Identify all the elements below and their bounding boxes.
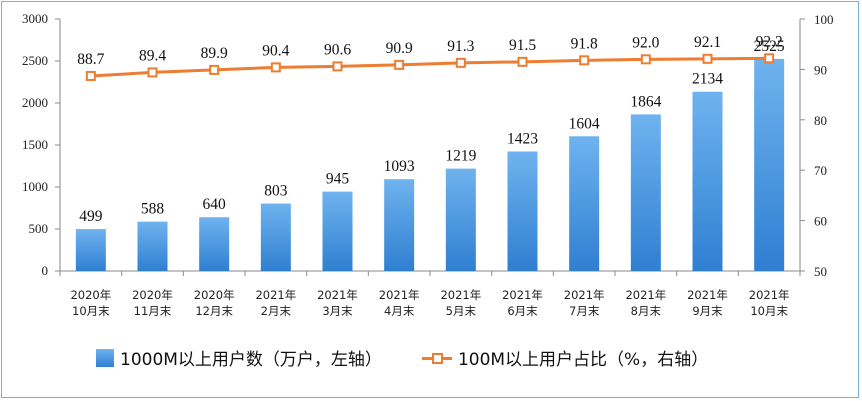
bar [322, 191, 353, 271]
legend-bar-swatch [96, 348, 114, 367]
right-tick-label: 60 [814, 214, 827, 229]
bar-data-label: 1604 [569, 115, 600, 132]
bar [692, 91, 723, 271]
x-tick-label: 10月末 [750, 304, 788, 318]
x-tick-label: 7月末 [569, 304, 600, 318]
legend-line-swatch [421, 349, 452, 367]
x-tick-label: 2021年 [502, 288, 543, 302]
x-tick-label: 2020年 [70, 288, 111, 302]
line-data-label: 92.2 [756, 33, 783, 50]
line-data-label: 92.0 [632, 34, 659, 51]
right-tick-label: 100 [814, 12, 834, 27]
bar-data-label: 588 [141, 201, 165, 218]
bar [75, 229, 106, 271]
line-data-label: 88.7 [77, 51, 104, 68]
line-point [702, 53, 713, 64]
right-tick-label: 90 [814, 62, 827, 77]
line-data-label: 90.9 [386, 40, 413, 57]
line-point [394, 59, 405, 70]
x-tick-label: 2月末 [261, 304, 292, 318]
bar [199, 217, 230, 271]
x-tick-label: 11月末 [134, 304, 172, 318]
line-data-label: 90.6 [324, 41, 351, 58]
bar-data-label: 499 [79, 208, 103, 225]
right-tick-label: 80 [814, 113, 827, 128]
bar [754, 58, 785, 272]
line-point [455, 57, 466, 68]
x-tick-label: 5月末 [446, 304, 477, 318]
bar [630, 114, 661, 271]
line-data-label: 91.8 [571, 35, 598, 52]
bar [507, 151, 538, 271]
legend-bar-label: 1000M以上用户数（万户，左轴） [120, 350, 382, 370]
legend-item-line: 100M以上用户占比（%，右轴） [421, 345, 709, 370]
line-point [764, 53, 775, 64]
x-tick-label: 2021年 [317, 288, 358, 302]
left-tick-label: 1000 [22, 179, 48, 194]
line-series [90, 56, 770, 78]
left-tick-label: 3000 [22, 11, 48, 26]
line-data-label: 91.3 [447, 38, 474, 55]
legend: 1000M以上用户数（万户，左轴） 100M以上用户占比（%，右轴） [96, 345, 748, 370]
x-tick-label: 4月末 [384, 304, 415, 318]
left-tick-label: 2000 [22, 95, 48, 110]
line-point [147, 67, 158, 78]
x-tick-label: 2021年 [687, 288, 728, 302]
x-tick-label: 2021年 [749, 288, 790, 302]
legend-item-bars: 1000M以上用户数（万户，左轴） [96, 345, 382, 370]
line-data-label: 90.4 [262, 42, 289, 59]
left-tick-label: 500 [29, 221, 49, 236]
line-data-label: 91.5 [509, 37, 536, 54]
left-tick-label: 1500 [22, 137, 48, 152]
legend-line-label: 100M以上用户占比（%，右轴） [457, 350, 709, 370]
bar [260, 203, 291, 271]
bar-data-label: 803 [264, 183, 288, 200]
line-point [517, 56, 528, 67]
x-tick-label: 2021年 [255, 288, 296, 302]
line-point [85, 70, 96, 81]
x-tick-label: 9月末 [692, 304, 723, 318]
x-tick-label: 10月末 [72, 304, 110, 318]
bar-data-label: 640 [203, 196, 227, 213]
line-data-label: 89.9 [201, 45, 228, 62]
x-tick-label: 2020年 [132, 288, 173, 302]
bar-data-label: 2134 [692, 71, 723, 88]
x-tick-label: 2021年 [440, 288, 481, 302]
bar-data-label: 945 [326, 171, 350, 188]
x-tick-label: 12月末 [195, 304, 233, 318]
bar [445, 168, 476, 271]
line-point [270, 62, 281, 73]
bar [384, 179, 415, 271]
line-point [640, 54, 651, 65]
left-tick-label: 0 [42, 263, 49, 278]
line-point [579, 55, 590, 66]
x-tick-label: 8月末 [631, 304, 662, 318]
line-data-label: 92.1 [694, 34, 721, 51]
x-tick-label: 2021年 [625, 288, 666, 302]
right-tick-label: 50 [814, 264, 827, 279]
x-tick-label: 2020年 [194, 288, 235, 302]
bar [569, 136, 600, 271]
left-tick-label: 2500 [22, 53, 48, 68]
line-data-label: 89.4 [139, 47, 166, 64]
bar-data-label: 1093 [384, 158, 415, 175]
x-tick-label: 2021年 [564, 288, 605, 302]
line-point [332, 61, 343, 72]
bar-data-label: 1423 [507, 130, 538, 147]
bar [137, 221, 168, 271]
x-tick-label: 6月末 [507, 304, 538, 318]
right-tick-label: 70 [814, 163, 827, 178]
line-point [209, 64, 220, 75]
bar-data-label: 2525 [754, 38, 785, 55]
bar-data-label: 1864 [630, 93, 661, 110]
x-tick-label: 3月末 [322, 304, 353, 318]
x-tick-label: 2021年 [379, 288, 420, 302]
bar-data-label: 1219 [445, 148, 476, 165]
